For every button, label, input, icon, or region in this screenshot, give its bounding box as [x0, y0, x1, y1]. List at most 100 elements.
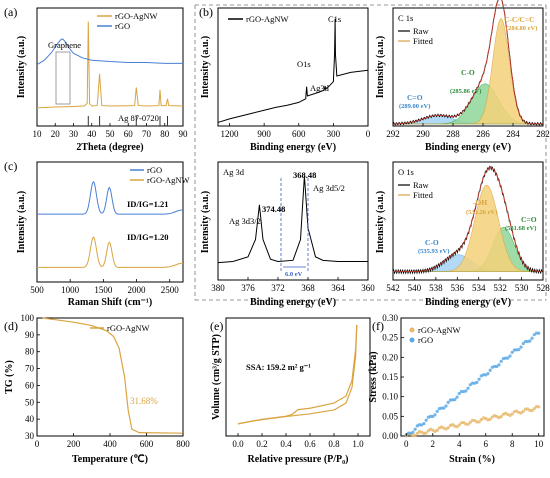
- stress-strain-point: [530, 409, 534, 413]
- stress-strain-point: [413, 427, 417, 431]
- stress-strain-point: [455, 395, 459, 399]
- ag3d-peak1-energy: 374.48: [262, 204, 285, 214]
- xrd-x-tick-label: 20: [51, 129, 61, 139]
- tg-line: [42, 317, 184, 434]
- stress-strain-point: [488, 417, 492, 421]
- o1s-x-tick-label: 532: [493, 283, 507, 293]
- c1s-x-tick-label: 288: [446, 129, 460, 139]
- ag3d-panel: 6.0 eV Ag 3d 374.48 368.48 Ag 3d5/2 Ag 3…: [200, 161, 375, 308]
- xps-survey-x-ticks: 1200 900 600 300 0: [221, 123, 371, 139]
- c1s-peak-label: C1s: [328, 14, 341, 24]
- o1s-x-tick-label: 540: [408, 283, 422, 293]
- stress-strain-point: [459, 389, 464, 394]
- xrd-x-tick-label: 10: [33, 129, 43, 139]
- xps-survey-x-tick-label: 900: [257, 129, 271, 139]
- stress-strain-y-tick-label: 0.15: [382, 372, 398, 382]
- legend-label-f-rgo: rGO: [418, 335, 433, 345]
- bet-x-tick-label: 1.0: [352, 439, 364, 449]
- o1s-fitted-line: [393, 167, 543, 273]
- stress-strain-point: [517, 347, 521, 352]
- c1s-x-tick-label: 290: [416, 129, 430, 139]
- c1s-x-title: Binding energy (eV): [425, 142, 511, 153]
- legend-label-rgo-agnw: rGO-AgNW: [115, 11, 158, 21]
- ag3d-x-tick-label: 360: [361, 283, 375, 293]
- c1s-frame: [392, 7, 544, 127]
- graphene-annotation: Graphene: [48, 40, 81, 50]
- tg-frame: [36, 317, 184, 437]
- stress-strain-point: [446, 400, 450, 404]
- stress-strain-y-tick-label: 0.05: [382, 411, 398, 421]
- ag3d-x-tick-label: 380: [211, 283, 225, 293]
- stress-strain-point: [519, 345, 523, 349]
- legend-label-tg: rGO-AgNW: [107, 323, 150, 333]
- stress-strain-point: [532, 407, 536, 411]
- stress-strain-point: [433, 413, 437, 417]
- legend-swatch-f-agnw: [409, 327, 415, 333]
- tg-x-tick-label: 0: [35, 439, 40, 449]
- stress-strain-point: [530, 336, 534, 340]
- stress-strain-point: [475, 380, 479, 384]
- c1s-panel: C 1s Raw Fitted C-C/C=C (284.80 eV) C-O …: [375, 0, 550, 153]
- stress-strain-point: [466, 386, 470, 390]
- ag3d-x-tick-label: 364: [331, 283, 345, 293]
- tg-x-ticks: 0 200 400 600 800: [35, 433, 190, 449]
- stress-strain-point: [510, 350, 514, 354]
- stress-strain-point: [440, 406, 444, 410]
- o1s-panel: O 1s Raw Fitted -OH (533.26 eV) C=O (531…: [375, 161, 550, 308]
- c1s-x-tick-label: 284: [506, 129, 520, 139]
- tg-y-ticks: 30 40 50 60 70 80 90 100: [21, 313, 40, 441]
- bet-frame: [225, 317, 371, 437]
- stress-strain-point: [468, 383, 472, 387]
- raman-ratio-agnw: ID/IG=1.20: [127, 232, 168, 242]
- ag3d-3-2-label: Ag 3d3/2: [229, 216, 261, 226]
- c1s-peak-c-c: [393, 18, 543, 125]
- legend-label-o1s-raw: Raw: [413, 180, 429, 190]
- ag-reference-label: Ag 87-0720: [118, 113, 159, 123]
- xps-survey-x-title: Binding energy (eV): [250, 142, 336, 153]
- xrd-y-axis-title: Intensity (a.u.): [16, 36, 27, 99]
- panel-label-c: (c): [4, 159, 17, 173]
- stress-strain-x-tick-label: 6: [483, 439, 488, 449]
- panel-label-a: (a): [4, 5, 17, 19]
- xrd-x-tick-label: 50: [106, 129, 116, 139]
- o1s-x-ticks: 542 540 538 536 534 532 530 528: [386, 277, 550, 293]
- stress-strain-point: [528, 339, 532, 343]
- tg-x-tick-label: 200: [67, 439, 81, 449]
- legend-label-f-agnw: rGO-AgNW: [418, 325, 461, 335]
- c1s-fitted-line: [392, 0, 543, 125]
- bet-ssa-label: SSA: 159.2 m² g⁻¹: [246, 362, 311, 372]
- stress-strain-point: [477, 377, 481, 381]
- stress-strain-point: [468, 420, 472, 424]
- c1s-title: C 1s: [398, 13, 413, 23]
- xps-survey-x-tick-label: 1200: [221, 129, 240, 139]
- stress-strain-x-tick-label: 0: [404, 439, 409, 449]
- stress-strain-point: [435, 409, 439, 413]
- xrd-x-tick-label: 80: [160, 129, 170, 139]
- stress-strain-y-tick-label: 0.00: [382, 431, 398, 441]
- ag3d-x-tick-label: 372: [271, 283, 285, 293]
- stress-strain-point: [413, 433, 417, 438]
- ag3d-line: [217, 175, 368, 264]
- o1s-c-dbl-o-energy: (531.68 eV): [505, 225, 536, 232]
- o1s-x-tick-label: 542: [386, 283, 400, 293]
- stress-strain-x-tick-label: 8: [510, 439, 515, 449]
- stress-strain-point: [537, 405, 541, 409]
- bet-desorption-line: [237, 324, 358, 425]
- o1s-c-o-label: C-O: [425, 238, 439, 247]
- stress-strain-point: [499, 415, 503, 419]
- tg-y-tick-label: 30: [25, 431, 35, 441]
- stress-strain-point: [506, 356, 510, 360]
- tg-y-tick-label: 80: [25, 347, 35, 357]
- o1s-x-tick-label: 530: [515, 283, 529, 293]
- stress-strain-point: [519, 411, 523, 415]
- raman-x-tick-label: 2000: [128, 285, 147, 295]
- stress-strain-point: [415, 431, 419, 435]
- raman-y-title: Intensity (a.u.): [16, 191, 27, 254]
- o1s-title: O 1s: [398, 167, 414, 177]
- stress-strain-point: [424, 418, 428, 422]
- stress-strain-point: [504, 356, 508, 360]
- stress-strain-point: [455, 425, 459, 429]
- raman-x-tick-label: 1000: [61, 285, 80, 295]
- o1s-x-title: Binding energy (eV): [425, 297, 511, 308]
- xrd-rgo-line: [36, 38, 183, 66]
